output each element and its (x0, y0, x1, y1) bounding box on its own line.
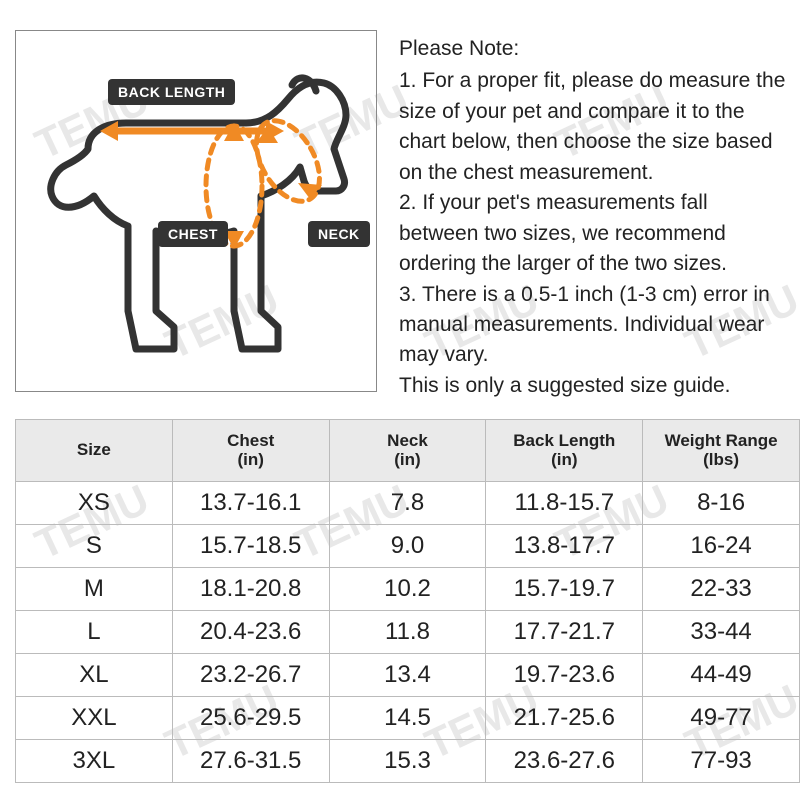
cell-weight: 16-24 (643, 525, 800, 568)
cell-neck: 7.8 (329, 482, 486, 525)
measurement-diagram: BACK LENGTH CHEST NECK (15, 30, 377, 392)
cell-weight: 33-44 (643, 611, 800, 654)
cell-chest: 23.2-26.7 (172, 654, 329, 697)
table-row: L20.4-23.611.817.7-21.733-44 (16, 611, 800, 654)
cell-weight: 8-16 (643, 482, 800, 525)
table-row: S15.7-18.59.013.8-17.716-24 (16, 525, 800, 568)
table-row: XS13.7-16.17.811.8-15.78-16 (16, 482, 800, 525)
cell-back: 11.8-15.7 (486, 482, 643, 525)
col-back: Back Length(in) (486, 420, 643, 482)
cell-weight: 77-93 (643, 740, 800, 783)
table-row: 3XL27.6-31.515.323.6-27.677-93 (16, 740, 800, 783)
cell-size: L (16, 611, 173, 654)
cell-size: XXL (16, 697, 173, 740)
cell-neck: 15.3 (329, 740, 486, 783)
cell-size: XL (16, 654, 173, 697)
cell-weight: 44-49 (643, 654, 800, 697)
note-1: 1. For a proper fit, please do measure t… (399, 69, 785, 183)
cell-chest: 25.6-29.5 (172, 697, 329, 740)
table-row: XL23.2-26.713.419.7-23.644-49 (16, 654, 800, 697)
cell-chest: 20.4-23.6 (172, 611, 329, 654)
cell-neck: 9.0 (329, 525, 486, 568)
cell-back: 23.6-27.6 (486, 740, 643, 783)
table-row: XXL25.6-29.514.521.7-25.649-77 (16, 697, 800, 740)
cell-size: M (16, 568, 173, 611)
cell-size: XS (16, 482, 173, 525)
col-neck: Neck(in) (329, 420, 486, 482)
table-header-row: Size Chest(in) Neck(in) Back Length(in) … (16, 420, 800, 482)
cell-chest: 15.7-18.5 (172, 525, 329, 568)
cell-back: 17.7-21.7 (486, 611, 643, 654)
col-chest: Chest(in) (172, 420, 329, 482)
cell-neck: 10.2 (329, 568, 486, 611)
cell-back: 15.7-19.7 (486, 568, 643, 611)
note-2: 2. If your pet's measurements fall betwe… (399, 191, 727, 275)
label-chest: CHEST (158, 221, 228, 247)
cell-back: 21.7-25.6 (486, 697, 643, 740)
cell-size: S (16, 525, 173, 568)
notes-heading: Please Note: (399, 34, 792, 64)
cell-weight: 49-77 (643, 697, 800, 740)
table-row: M18.1-20.810.215.7-19.722-33 (16, 568, 800, 611)
notes: Please Note: 1. For a proper fit, please… (399, 30, 792, 401)
col-size: Size (16, 420, 173, 482)
cell-chest: 18.1-20.8 (172, 568, 329, 611)
cell-weight: 22-33 (643, 568, 800, 611)
cell-neck: 14.5 (329, 697, 486, 740)
cell-neck: 11.8 (329, 611, 486, 654)
cell-chest: 27.6-31.5 (172, 740, 329, 783)
label-neck: NECK (308, 221, 370, 247)
label-back-length: BACK LENGTH (108, 79, 235, 105)
note-3: 3. There is a 0.5-1 inch (1-3 cm) error … (399, 283, 770, 367)
col-weight: Weight Range(lbs) (643, 420, 800, 482)
cell-back: 13.8-17.7 (486, 525, 643, 568)
cell-neck: 13.4 (329, 654, 486, 697)
cell-size: 3XL (16, 740, 173, 783)
notes-footer: This is only a suggested size guide. (399, 374, 731, 397)
cell-back: 19.7-23.6 (486, 654, 643, 697)
size-chart-table: Size Chest(in) Neck(in) Back Length(in) … (15, 419, 800, 783)
cell-chest: 13.7-16.1 (172, 482, 329, 525)
